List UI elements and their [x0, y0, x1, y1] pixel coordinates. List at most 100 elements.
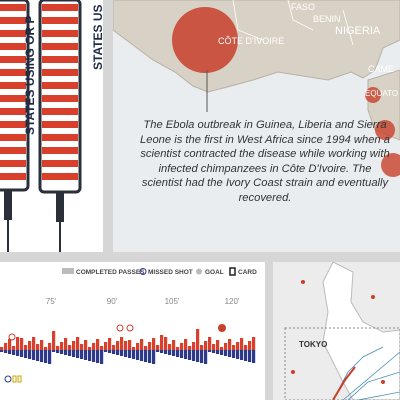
- bar: [252, 350, 256, 363]
- map-label: FASO: [291, 2, 315, 12]
- stripe: [0, 173, 26, 180]
- bar: [72, 350, 76, 357]
- bar: [0, 350, 4, 352]
- bar: [184, 350, 188, 359]
- stripe: [0, 95, 26, 102]
- bar: [68, 350, 72, 356]
- stripe: [42, 108, 78, 115]
- land: [322, 262, 400, 400]
- bar: [196, 329, 200, 350]
- bar: [220, 347, 224, 350]
- bar: [72, 341, 76, 350]
- bar: [212, 350, 216, 353]
- marker: [365, 87, 381, 103]
- ebola-map: FASO BENIN NIGERIA CÔTE D'IVOIRE CAME EQ…: [113, 0, 400, 177]
- bar: [244, 345, 248, 350]
- bar: [12, 346, 16, 350]
- event: [126, 324, 134, 332]
- stripe: [42, 134, 78, 141]
- bar: [112, 345, 116, 350]
- bar: [136, 350, 140, 360]
- bar: [148, 342, 152, 350]
- bar: [84, 340, 88, 350]
- bar-group: [0, 329, 256, 364]
- tick-label: 105': [165, 297, 180, 306]
- syringe-label: STATES USING OR P: [23, 15, 37, 135]
- bar: [84, 350, 88, 360]
- bar: [88, 350, 92, 361]
- bar: [96, 350, 100, 363]
- bar: [188, 346, 192, 350]
- legend-label: MISSED SHOT: [148, 269, 193, 276]
- bar: [168, 350, 172, 355]
- bar: [60, 342, 64, 350]
- stripe: [42, 56, 78, 63]
- stripe: [42, 30, 78, 37]
- bar: [120, 350, 124, 356]
- stripe: [0, 134, 26, 141]
- map-label: TOKYO: [299, 340, 327, 349]
- bar: [52, 331, 56, 350]
- bar: [48, 350, 52, 364]
- legend-icon: [196, 268, 202, 275]
- route: [332, 366, 356, 400]
- bar: [208, 337, 212, 350]
- event: [17, 375, 22, 383]
- bar: [228, 339, 232, 350]
- bar: [200, 345, 204, 350]
- bar: [92, 350, 96, 362]
- bar: [4, 343, 8, 350]
- marker: [375, 120, 395, 140]
- bar: [28, 341, 32, 350]
- bar: [168, 344, 172, 350]
- bar: [68, 345, 72, 350]
- bar: [180, 343, 184, 350]
- event: [218, 324, 226, 332]
- bar: [24, 350, 28, 358]
- bar: [116, 341, 120, 350]
- stripe: [42, 95, 78, 102]
- bar: [48, 343, 52, 350]
- stripe: [0, 30, 26, 37]
- bar: [240, 350, 244, 360]
- stripe: [42, 147, 78, 154]
- stripe: [0, 160, 26, 167]
- bar: [152, 338, 156, 350]
- stripe: [42, 17, 78, 24]
- bar: [156, 350, 160, 352]
- bar: [188, 350, 192, 360]
- point: [301, 280, 305, 284]
- syringe-group: [0, 0, 82, 252]
- stripe: [0, 43, 26, 50]
- bar: [8, 339, 12, 350]
- bar: [4, 350, 8, 353]
- bar: [44, 347, 48, 350]
- stripe: [42, 173, 78, 180]
- stripe: [0, 82, 26, 89]
- bar: [212, 344, 216, 350]
- stripe: [0, 56, 26, 63]
- stripe: [42, 43, 78, 50]
- bar: [100, 350, 104, 364]
- bar: [36, 344, 40, 350]
- legend-label: GOAL: [205, 269, 224, 276]
- bar: [232, 350, 236, 358]
- match-panel: COMPLETED PASSES MISSED SHOT GOAL CARD 7…: [0, 262, 265, 400]
- syringes: STATES USING OR P STATES US: [0, 0, 103, 252]
- bar: [136, 343, 140, 350]
- bar: [64, 338, 68, 350]
- bar: [144, 350, 148, 362]
- bar: [176, 350, 180, 357]
- land: [113, 0, 400, 93]
- bar: [204, 341, 208, 350]
- bar: [248, 350, 252, 362]
- bar: [148, 350, 152, 363]
- route: [332, 346, 400, 400]
- bar: [80, 350, 84, 359]
- bar: [140, 339, 144, 350]
- stripe: [42, 4, 78, 11]
- legend-icon: [62, 268, 74, 274]
- stripe: [42, 69, 78, 76]
- bar: [60, 350, 64, 354]
- bar: [32, 350, 36, 360]
